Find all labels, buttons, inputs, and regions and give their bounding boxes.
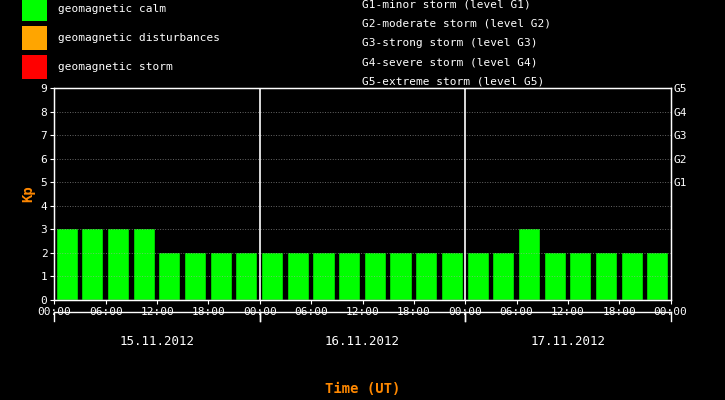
Bar: [544, 253, 566, 300]
Bar: [22, 26, 47, 50]
Bar: [160, 253, 181, 300]
Text: 16.11.2012: 16.11.2012: [325, 335, 400, 348]
Text: geomagnetic calm: geomagnetic calm: [58, 4, 166, 14]
Bar: [468, 253, 489, 300]
Bar: [596, 253, 617, 300]
Bar: [391, 253, 412, 300]
Text: G4-severe storm (level G4): G4-severe storm (level G4): [362, 58, 538, 68]
Bar: [236, 253, 257, 300]
Y-axis label: Kp: Kp: [21, 186, 35, 202]
Bar: [211, 253, 232, 300]
Bar: [185, 253, 206, 300]
Text: 17.11.2012: 17.11.2012: [531, 335, 605, 348]
Bar: [262, 253, 283, 300]
Text: Time (UT): Time (UT): [325, 382, 400, 396]
Text: G5-extreme storm (level G5): G5-extreme storm (level G5): [362, 77, 544, 87]
Text: 15.11.2012: 15.11.2012: [120, 335, 194, 348]
Bar: [416, 253, 437, 300]
Bar: [83, 229, 104, 300]
Text: geomagnetic disturbances: geomagnetic disturbances: [58, 33, 220, 43]
Bar: [647, 253, 668, 300]
Bar: [108, 229, 129, 300]
Bar: [621, 253, 642, 300]
Bar: [493, 253, 514, 300]
Bar: [365, 253, 386, 300]
Bar: [442, 253, 463, 300]
Bar: [22, 54, 47, 79]
Bar: [519, 229, 540, 300]
Bar: [22, 0, 47, 21]
Bar: [57, 229, 78, 300]
Text: G3-strong storm (level G3): G3-strong storm (level G3): [362, 38, 538, 48]
Text: G1-minor storm (level G1): G1-minor storm (level G1): [362, 0, 531, 9]
Bar: [133, 229, 154, 300]
Text: G2-moderate storm (level G2): G2-moderate storm (level G2): [362, 19, 552, 29]
Bar: [288, 253, 309, 300]
Text: geomagnetic storm: geomagnetic storm: [58, 62, 173, 72]
Bar: [571, 253, 592, 300]
Bar: [339, 253, 360, 300]
Bar: [313, 253, 334, 300]
